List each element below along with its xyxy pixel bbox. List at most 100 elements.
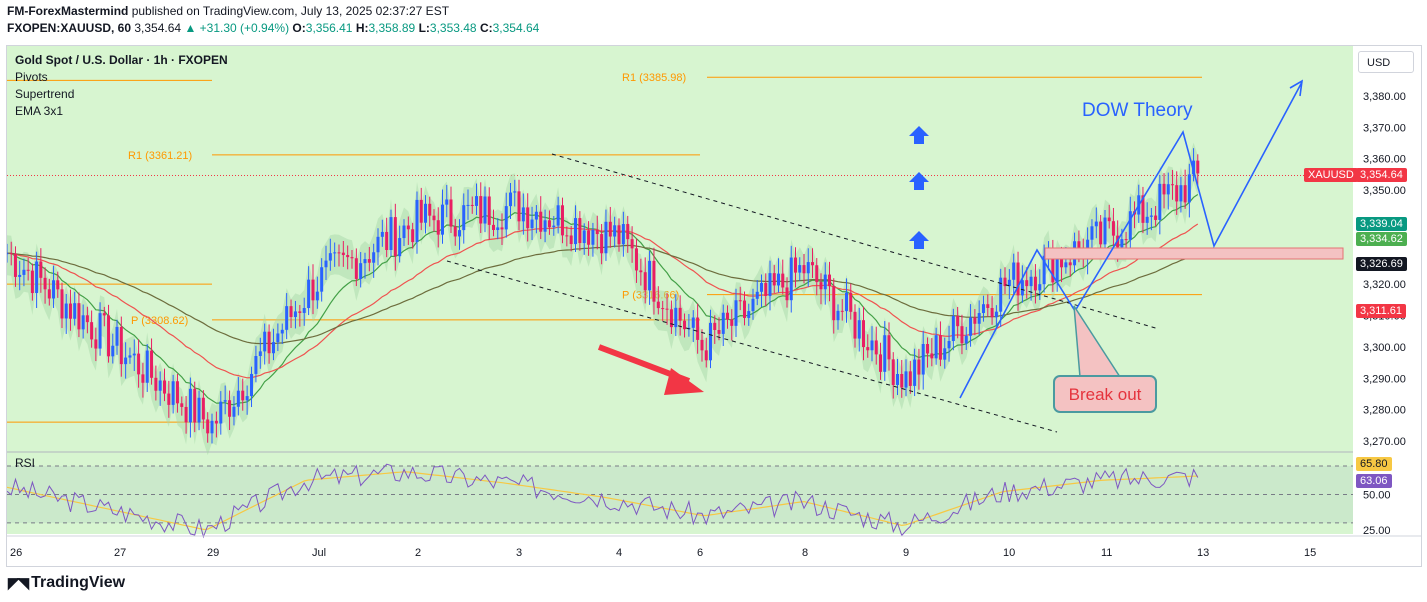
candle-body — [350, 257, 354, 259]
pivot-r1-upper-label: R1 (3385.98) — [622, 72, 686, 84]
time-tick-label: 4 — [616, 547, 622, 559]
candle-body — [393, 217, 397, 257]
candle-body — [704, 350, 708, 361]
tradingview-footer[interactable]: ◤◥ TradingView — [8, 574, 125, 592]
up-arrow-icon-2 — [909, 231, 929, 249]
candle-body — [999, 277, 1003, 312]
candle-body — [363, 259, 367, 264]
candle-body — [643, 272, 647, 291]
candle-body — [934, 335, 938, 359]
close-label: C: — [479, 21, 493, 35]
candle-body — [419, 199, 423, 223]
candle-body — [785, 287, 789, 301]
legend-supertrend[interactable]: Supertrend — [15, 87, 75, 101]
currency-button[interactable]: USD — [1358, 51, 1414, 73]
candle-body — [990, 307, 994, 318]
candle-body — [496, 227, 500, 231]
rsi-label[interactable]: RSI — [15, 456, 36, 470]
candle-body — [1149, 215, 1153, 217]
candle-body — [569, 235, 573, 245]
candle-body — [504, 206, 508, 230]
candle-body — [445, 199, 449, 205]
candle-body — [500, 227, 504, 230]
candle-body — [380, 231, 384, 237]
candle-body — [167, 393, 171, 405]
candle-body — [683, 320, 687, 330]
candle-body — [772, 273, 776, 286]
candle-body — [411, 229, 415, 243]
candle-body — [188, 388, 192, 423]
dow-theory-label: DOW Theory — [1082, 100, 1193, 121]
price-change: +31.30 (+0.94%) — [199, 21, 290, 35]
candle-body — [721, 312, 725, 334]
candle-body — [887, 335, 891, 360]
rsi-ma-tag: 65.80 — [1356, 457, 1392, 471]
candle-body — [171, 381, 175, 405]
candle-body — [132, 353, 136, 356]
candle-body — [376, 236, 380, 253]
candle-body — [124, 357, 128, 365]
candle-body — [184, 406, 188, 423]
candle-body — [346, 255, 350, 258]
candle-body — [1020, 280, 1024, 296]
candle-body — [483, 196, 487, 224]
candle-body — [760, 282, 763, 292]
dow-arrow-head-icon — [1289, 79, 1304, 97]
ema-mid-line — [7, 223, 1199, 379]
rsi-ma-line — [7, 471, 1198, 531]
candle-body — [630, 239, 634, 249]
candle-body — [13, 253, 17, 277]
candle-body — [462, 205, 466, 231]
candle-body — [1120, 239, 1124, 248]
candle-body — [1051, 248, 1055, 283]
candle-body — [1077, 241, 1081, 250]
support-zone — [1044, 247, 1344, 260]
candle-body — [874, 340, 878, 355]
chart-pane[interactable]: R1 (3385.98) R1 (3361.21) P (3316.66) P (33… — [6, 45, 1422, 567]
candle-body — [811, 262, 814, 266]
candle-body — [648, 260, 652, 291]
candle-body — [458, 230, 461, 237]
candle-body — [552, 225, 556, 228]
candle-body — [1107, 217, 1111, 222]
legend-ema[interactable]: EMA 3x1 — [15, 104, 64, 118]
time-tick-label: 15 — [1304, 547, 1316, 559]
candle-body — [424, 203, 427, 223]
candle-body — [900, 373, 904, 388]
candle-body — [604, 221, 608, 254]
candle-body — [713, 322, 717, 330]
candle-body — [595, 229, 599, 235]
chart-canvas[interactable]: R1 (3385.98) R1 (3361.21) P (3316.66) P (33… — [7, 46, 1421, 566]
candle-body — [271, 342, 275, 354]
candle-body — [815, 265, 819, 283]
candle-body — [802, 265, 806, 274]
candle-body — [587, 230, 591, 245]
price-tick-label: 3,360.00 — [1363, 154, 1406, 166]
candle-body — [1068, 262, 1072, 266]
candle-body — [68, 303, 72, 319]
candle-body — [298, 311, 302, 313]
candle-body — [1060, 258, 1064, 268]
candle-body — [669, 309, 673, 328]
candle-body — [354, 258, 358, 279]
candle-body — [798, 265, 802, 273]
candle-body — [1038, 284, 1042, 291]
candle-body — [578, 218, 582, 244]
candle-body — [951, 315, 955, 342]
candle-body — [943, 348, 947, 360]
publisher-name[interactable]: FM-ForexMastermind — [7, 4, 129, 18]
candle-body — [315, 291, 319, 301]
dow-theory-zigzag — [959, 81, 1303, 399]
candle-body — [530, 219, 534, 229]
candle-body — [582, 230, 586, 244]
legend-pivots[interactable]: Pivots — [15, 70, 48, 84]
high-value: 3,358.89 — [368, 21, 416, 35]
low-label: L: — [418, 21, 430, 35]
candle-body — [479, 196, 483, 224]
candle-body — [219, 401, 223, 424]
candle-body — [1166, 184, 1170, 195]
candle-body — [449, 199, 453, 227]
candle-body — [526, 207, 530, 229]
candle-body — [743, 300, 746, 318]
ema-tag-3: 3,326.69 — [1356, 257, 1407, 271]
